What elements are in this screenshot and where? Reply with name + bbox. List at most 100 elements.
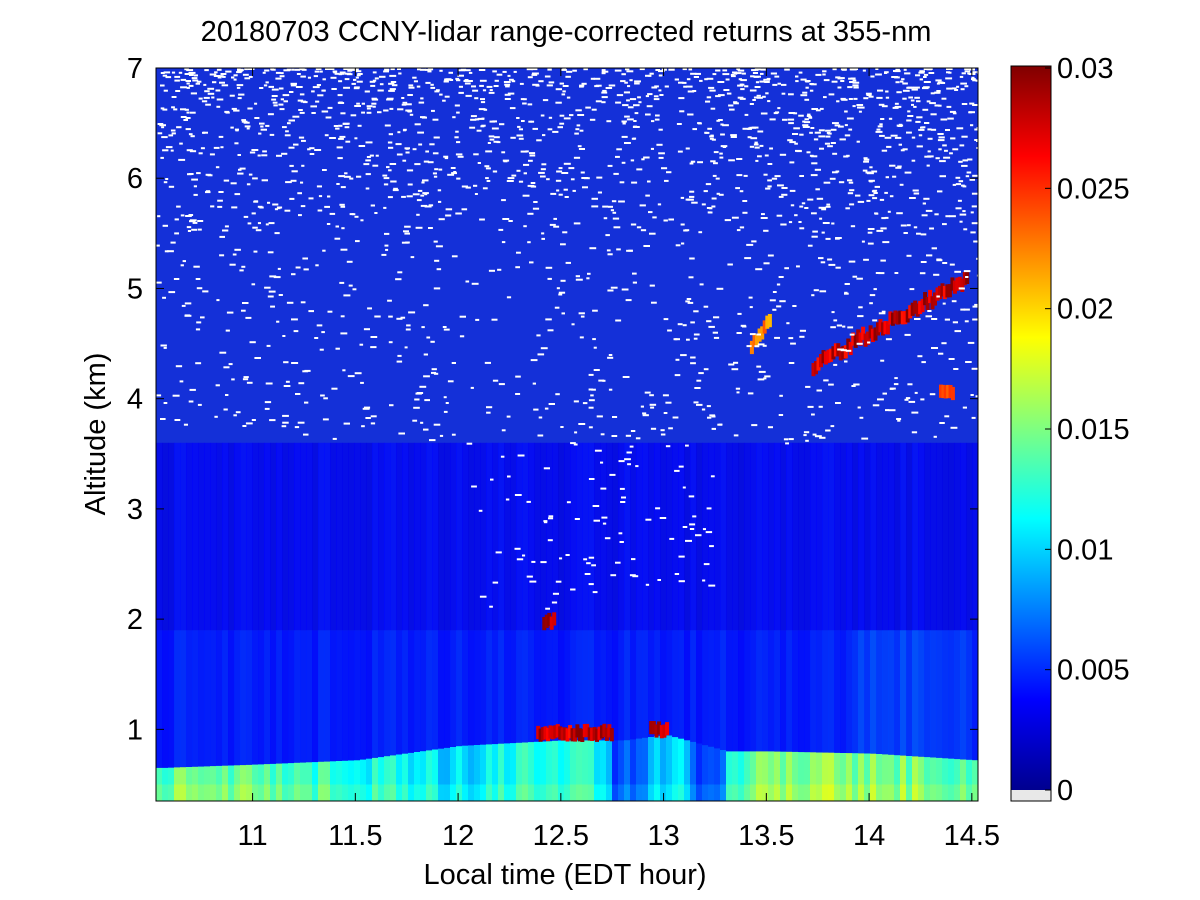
noise-pixel bbox=[414, 163, 421, 166]
noise-pixel bbox=[593, 519, 600, 522]
noise-pixel bbox=[942, 223, 947, 226]
heatmap-cell bbox=[792, 630, 799, 752]
noise-pixel bbox=[787, 139, 793, 142]
noise-pixel bbox=[574, 132, 579, 135]
heatmap-cell bbox=[636, 738, 643, 801]
noise-pixel bbox=[892, 175, 897, 178]
noise-pixel bbox=[386, 98, 393, 101]
noise-pixel bbox=[339, 135, 346, 138]
noise-pixel bbox=[600, 487, 607, 490]
noise-pixel bbox=[160, 418, 166, 420]
noise-pixel bbox=[236, 71, 242, 74]
noise-pixel bbox=[769, 299, 776, 302]
heatmap-cell bbox=[732, 784, 739, 801]
noise-pixel bbox=[829, 177, 836, 180]
noise-pixel bbox=[338, 102, 345, 104]
noise-pixel bbox=[523, 163, 530, 166]
heatmap-cell bbox=[294, 630, 301, 763]
heatmap-cell bbox=[210, 630, 217, 767]
heatmap-cell bbox=[930, 784, 937, 801]
noise-pixel bbox=[565, 554, 570, 556]
heatmap-cell bbox=[306, 442, 313, 631]
noise-pixel bbox=[424, 193, 428, 196]
heatmap-cell bbox=[216, 442, 223, 631]
heatmap-cell bbox=[324, 784, 331, 801]
cloud-cell bbox=[873, 327, 878, 341]
noise-pixel bbox=[909, 197, 916, 199]
heatmap-cell bbox=[582, 442, 589, 631]
noise-pixel bbox=[712, 174, 717, 177]
noise-pixel bbox=[752, 99, 756, 101]
noise-pixel bbox=[694, 387, 701, 389]
heatmap-cell bbox=[264, 784, 271, 801]
noise-pixel bbox=[387, 196, 393, 199]
noise-pixel bbox=[219, 235, 225, 238]
noise-pixel bbox=[474, 97, 479, 100]
heatmap-cell bbox=[390, 755, 397, 801]
heatmap-cell bbox=[432, 442, 439, 631]
noise-pixel bbox=[545, 607, 550, 610]
noise-pixel bbox=[540, 175, 546, 178]
noise-pixel bbox=[696, 403, 703, 406]
noise-pixel bbox=[630, 223, 637, 226]
noise-pixel bbox=[621, 161, 626, 164]
noise-pixel bbox=[880, 118, 885, 120]
noise-pixel bbox=[190, 135, 195, 138]
noise-pixel bbox=[894, 377, 898, 380]
noise-pixel bbox=[626, 118, 634, 121]
cloud-cell bbox=[580, 728, 585, 742]
noise-pixel bbox=[174, 79, 180, 82]
noise-pixel bbox=[511, 80, 516, 83]
noise-pixel bbox=[804, 121, 811, 124]
noise-pixel bbox=[784, 267, 789, 270]
noise-pixel bbox=[543, 520, 548, 523]
heatmap-cell bbox=[582, 740, 589, 801]
noise-pixel bbox=[824, 142, 830, 145]
noise-pixel bbox=[760, 72, 764, 75]
noise-pixel bbox=[841, 68, 847, 71]
noise-pixel bbox=[693, 401, 699, 404]
noise-pixel bbox=[857, 106, 863, 109]
heatmap-cell bbox=[540, 442, 547, 631]
noise-pixel bbox=[682, 81, 687, 84]
heatmap-cell bbox=[504, 784, 511, 801]
heatmap-cell bbox=[756, 751, 763, 801]
noise-pixel bbox=[532, 83, 539, 86]
noise-pixel bbox=[756, 333, 761, 336]
noise-pixel bbox=[927, 137, 933, 140]
noise-pixel bbox=[601, 516, 608, 519]
noise-pixel bbox=[257, 222, 261, 225]
noise-pixel bbox=[942, 262, 948, 264]
heatmap-cell bbox=[162, 784, 169, 801]
heatmap-cell bbox=[528, 742, 535, 801]
heatmap-cell bbox=[870, 784, 877, 801]
heatmap-cell bbox=[744, 442, 751, 631]
noise-pixel bbox=[286, 68, 292, 71]
heatmap-cell bbox=[948, 758, 955, 801]
heatmap-cell bbox=[858, 442, 865, 631]
heatmap-cell bbox=[504, 743, 511, 801]
noise-pixel bbox=[191, 228, 197, 231]
heatmap-cell bbox=[948, 784, 955, 801]
noise-pixel bbox=[171, 71, 176, 74]
cloud-cell bbox=[947, 284, 952, 298]
noise-pixel bbox=[268, 290, 276, 293]
noise-pixel bbox=[677, 150, 683, 153]
noise-pixel bbox=[972, 318, 978, 321]
noise-pixel bbox=[730, 134, 737, 137]
noise-pixel bbox=[439, 434, 444, 437]
heatmap-cell bbox=[870, 630, 877, 754]
noise-pixel bbox=[874, 185, 880, 188]
heatmap-cell bbox=[966, 630, 973, 760]
noise-pixel bbox=[485, 167, 491, 170]
heatmap-cell bbox=[972, 442, 978, 631]
noise-pixel bbox=[254, 117, 260, 119]
noise-pixel bbox=[921, 214, 928, 217]
noise-pixel bbox=[624, 458, 631, 461]
noise-pixel bbox=[516, 169, 521, 172]
noise-pixel bbox=[840, 80, 845, 82]
noise-pixel bbox=[802, 120, 806, 123]
noise-pixel bbox=[699, 283, 704, 286]
noise-pixel bbox=[685, 147, 690, 150]
noise-pixel bbox=[163, 181, 168, 184]
